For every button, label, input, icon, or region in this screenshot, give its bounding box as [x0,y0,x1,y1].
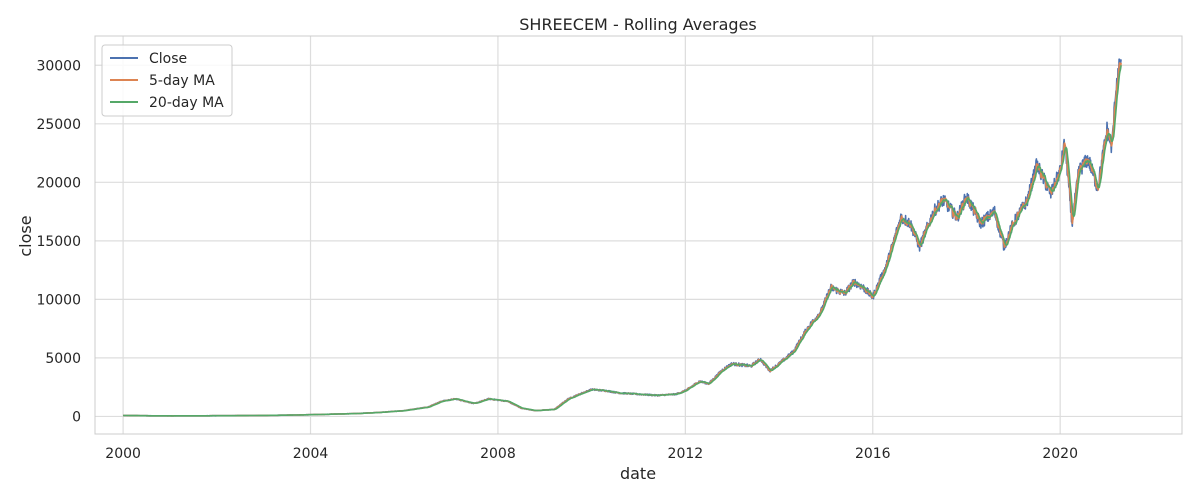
x-tick-label: 2008 [480,446,516,462]
legend: Close 5-day MA 20-day MA [101,44,233,117]
ma5-line [122,62,1122,417]
x-axis-ticks: 2000 2004 2008 2012 2016 2020 [105,446,1078,462]
grid [95,36,1182,434]
x-tick-label: 2004 [293,446,329,462]
legend-label-20-day-ma: 20-day MA [149,95,224,111]
y-tick-label: 10000 [36,292,81,308]
plot-frame [94,35,1183,435]
chart-title: SHREECEM - Rolling Averages [519,15,757,34]
legend-label-close: Close [149,51,187,67]
x-tick-label: 2016 [855,446,891,462]
y-tick-label: 20000 [36,175,81,191]
legend-box [101,44,233,117]
x-axis-label: date [620,464,656,483]
y-tick-label: 30000 [36,58,81,74]
series-lines [122,58,1122,417]
legend-label-5-day-ma: 5-day MA [149,73,215,89]
x-tick-label: 2012 [668,446,704,462]
y-tick-label: 25000 [36,117,81,133]
y-axis-ticks: 0 5000 10000 15000 20000 25000 30000 [36,58,81,425]
ma20-line [122,65,1122,417]
y-tick-label: 5000 [45,351,81,367]
close-line [122,58,1122,417]
x-tick-label: 2020 [1042,446,1078,462]
y-axis-label: close [16,215,35,256]
y-tick-label: 15000 [36,234,81,250]
y-tick-label: 0 [72,409,81,425]
x-tick-label: 2000 [105,446,141,462]
